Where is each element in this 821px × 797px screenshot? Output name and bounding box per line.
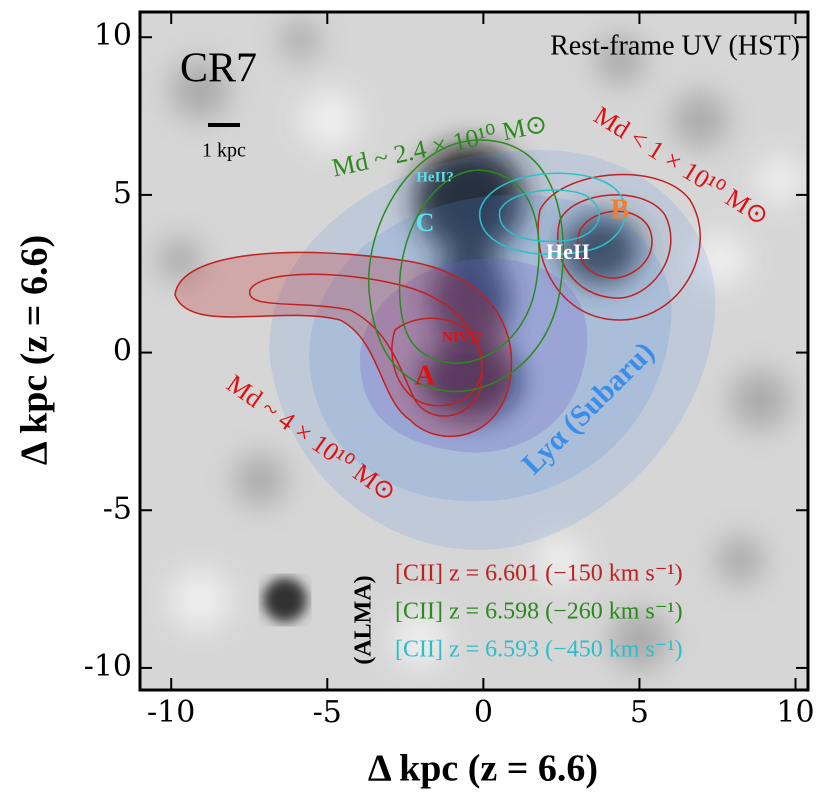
annotation: B <box>611 194 630 225</box>
legend-title: (ALMA) <box>351 575 377 664</box>
scale-bar-label: 1 kpc <box>202 140 246 162</box>
y-axis-label: Δ kpc (z = 6.6) <box>14 235 56 465</box>
plot-frame <box>138 10 810 692</box>
x-tick-label: 5 <box>630 695 649 730</box>
x-tick-label: -10 <box>147 695 195 730</box>
image <box>140 12 808 690</box>
annotation: HeII? <box>416 169 454 185</box>
title: CR7 <box>180 46 257 92</box>
x-tick-label: 10 <box>776 695 814 730</box>
legend-entry: [CII] z = 6.598 (−260 km s⁻¹) <box>395 599 683 625</box>
annotation: C <box>416 208 435 237</box>
annotation: NIV]? <box>442 329 482 345</box>
y-tick-label: -5 <box>103 491 132 526</box>
annotation: A <box>415 360 436 391</box>
x-axis-label: Δ kpc (z = 6.6) <box>368 748 598 790</box>
y-tick-label: 5 <box>113 176 132 211</box>
y-tick-label: 0 <box>113 334 132 369</box>
legend-entry: [CII] z = 6.601 (−150 km s⁻¹) <box>395 561 683 587</box>
y-tick-label: -10 <box>84 649 132 684</box>
x-tick-label: 0 <box>474 695 493 730</box>
cii-contours <box>174 139 701 438</box>
subtitle: Rest-frame UV (HST) <box>550 30 800 61</box>
legend-entry: [CII] z = 6.593 (−450 km s⁻¹) <box>395 637 683 663</box>
y-tick-label: 10 <box>94 18 132 53</box>
annotation: HeII <box>546 239 590 264</box>
x-tick-label: -5 <box>313 695 342 730</box>
